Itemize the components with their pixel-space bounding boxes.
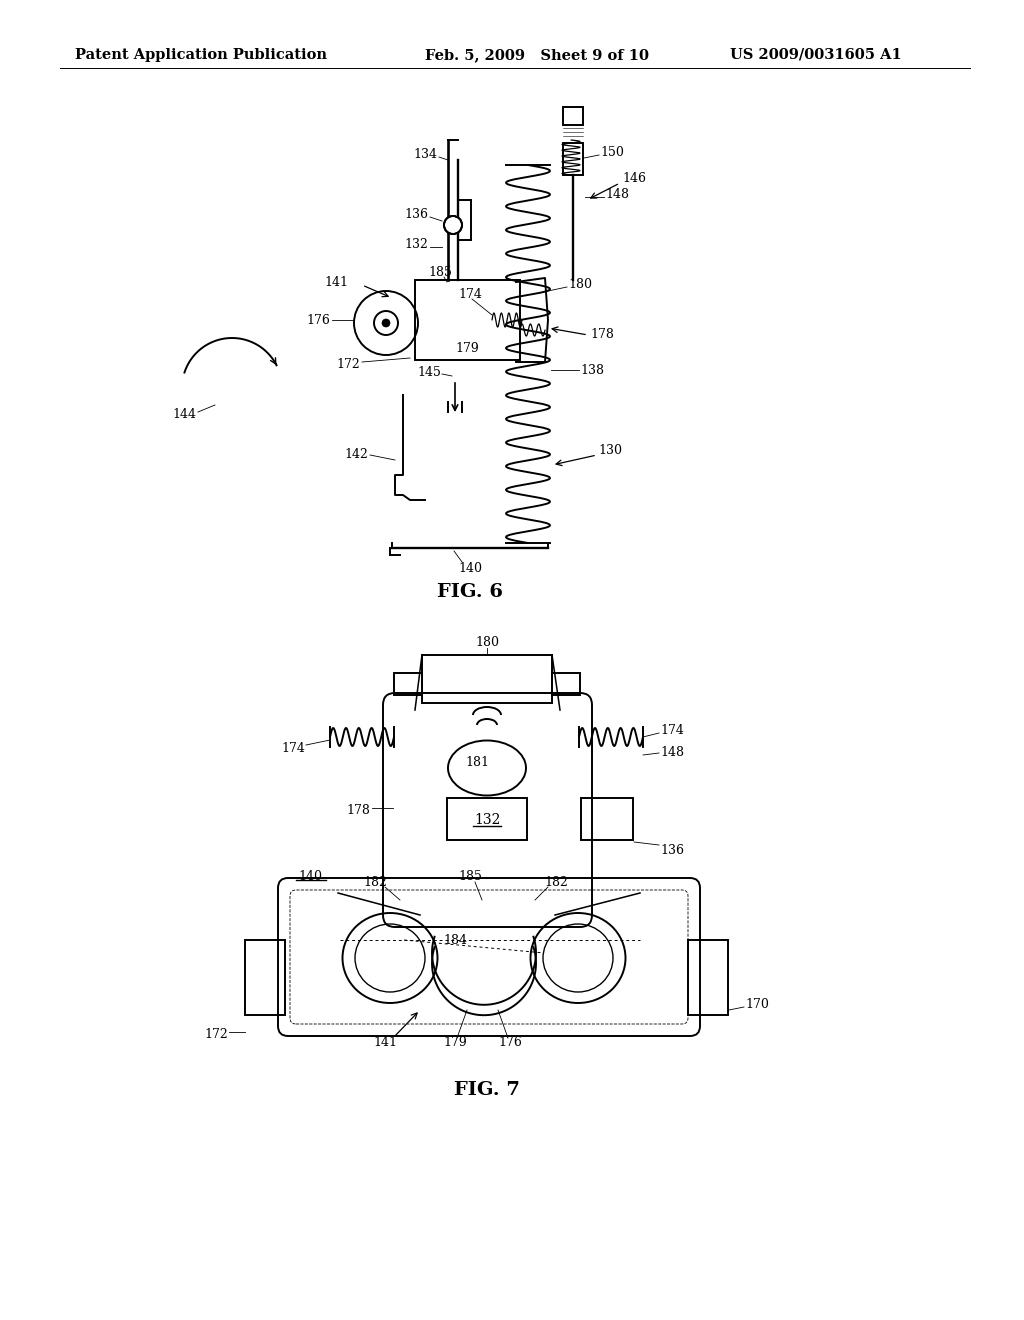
Text: 138: 138 xyxy=(580,363,604,376)
Bar xyxy=(688,940,728,1015)
Text: 180: 180 xyxy=(568,279,592,292)
Text: 184: 184 xyxy=(443,933,467,946)
Text: 176: 176 xyxy=(306,314,330,326)
Text: FIG. 6: FIG. 6 xyxy=(437,583,503,601)
Text: 178: 178 xyxy=(346,804,370,817)
Text: 145: 145 xyxy=(417,366,441,379)
Bar xyxy=(563,107,583,125)
Text: 179: 179 xyxy=(443,1035,467,1048)
Text: Feb. 5, 2009   Sheet 9 of 10: Feb. 5, 2009 Sheet 9 of 10 xyxy=(425,48,649,62)
Text: 136: 136 xyxy=(404,209,428,222)
Circle shape xyxy=(444,216,462,234)
Text: 148: 148 xyxy=(605,189,629,202)
Text: 185: 185 xyxy=(428,265,452,279)
Text: 132: 132 xyxy=(404,239,428,252)
Text: 182: 182 xyxy=(364,875,387,888)
Text: 136: 136 xyxy=(660,843,684,857)
Text: 174: 174 xyxy=(282,742,305,755)
Text: 148: 148 xyxy=(660,746,684,759)
Text: 170: 170 xyxy=(745,998,769,1011)
Text: FIG. 7: FIG. 7 xyxy=(454,1081,520,1100)
Text: 141: 141 xyxy=(373,1035,397,1048)
Bar xyxy=(415,280,520,360)
Bar xyxy=(447,799,527,840)
Text: 176: 176 xyxy=(498,1035,522,1048)
Circle shape xyxy=(382,319,390,327)
Text: 134: 134 xyxy=(413,149,437,161)
Text: 142: 142 xyxy=(344,449,368,462)
Text: 181: 181 xyxy=(465,755,489,768)
Text: 179: 179 xyxy=(455,342,479,355)
Text: 174: 174 xyxy=(458,289,482,301)
Bar xyxy=(394,673,422,696)
Text: 140: 140 xyxy=(458,561,482,574)
Text: 174: 174 xyxy=(660,723,684,737)
Text: 146: 146 xyxy=(622,172,646,185)
Bar xyxy=(563,143,583,176)
Text: 180: 180 xyxy=(475,636,499,649)
Text: 185: 185 xyxy=(458,870,482,883)
Text: 182: 182 xyxy=(544,875,568,888)
Bar xyxy=(552,673,580,696)
Text: 130: 130 xyxy=(598,444,622,457)
Bar xyxy=(245,940,285,1015)
Text: 140: 140 xyxy=(298,870,322,883)
Text: 172: 172 xyxy=(204,1028,228,1041)
Text: 172: 172 xyxy=(336,359,360,371)
Bar xyxy=(422,655,552,704)
Text: 141: 141 xyxy=(324,276,348,289)
Text: US 2009/0031605 A1: US 2009/0031605 A1 xyxy=(730,48,902,62)
Text: 178: 178 xyxy=(590,329,613,342)
Bar xyxy=(581,799,633,840)
Text: 132: 132 xyxy=(474,813,500,828)
Text: 144: 144 xyxy=(172,408,196,421)
Text: Patent Application Publication: Patent Application Publication xyxy=(75,48,327,62)
Text: 150: 150 xyxy=(600,147,624,160)
